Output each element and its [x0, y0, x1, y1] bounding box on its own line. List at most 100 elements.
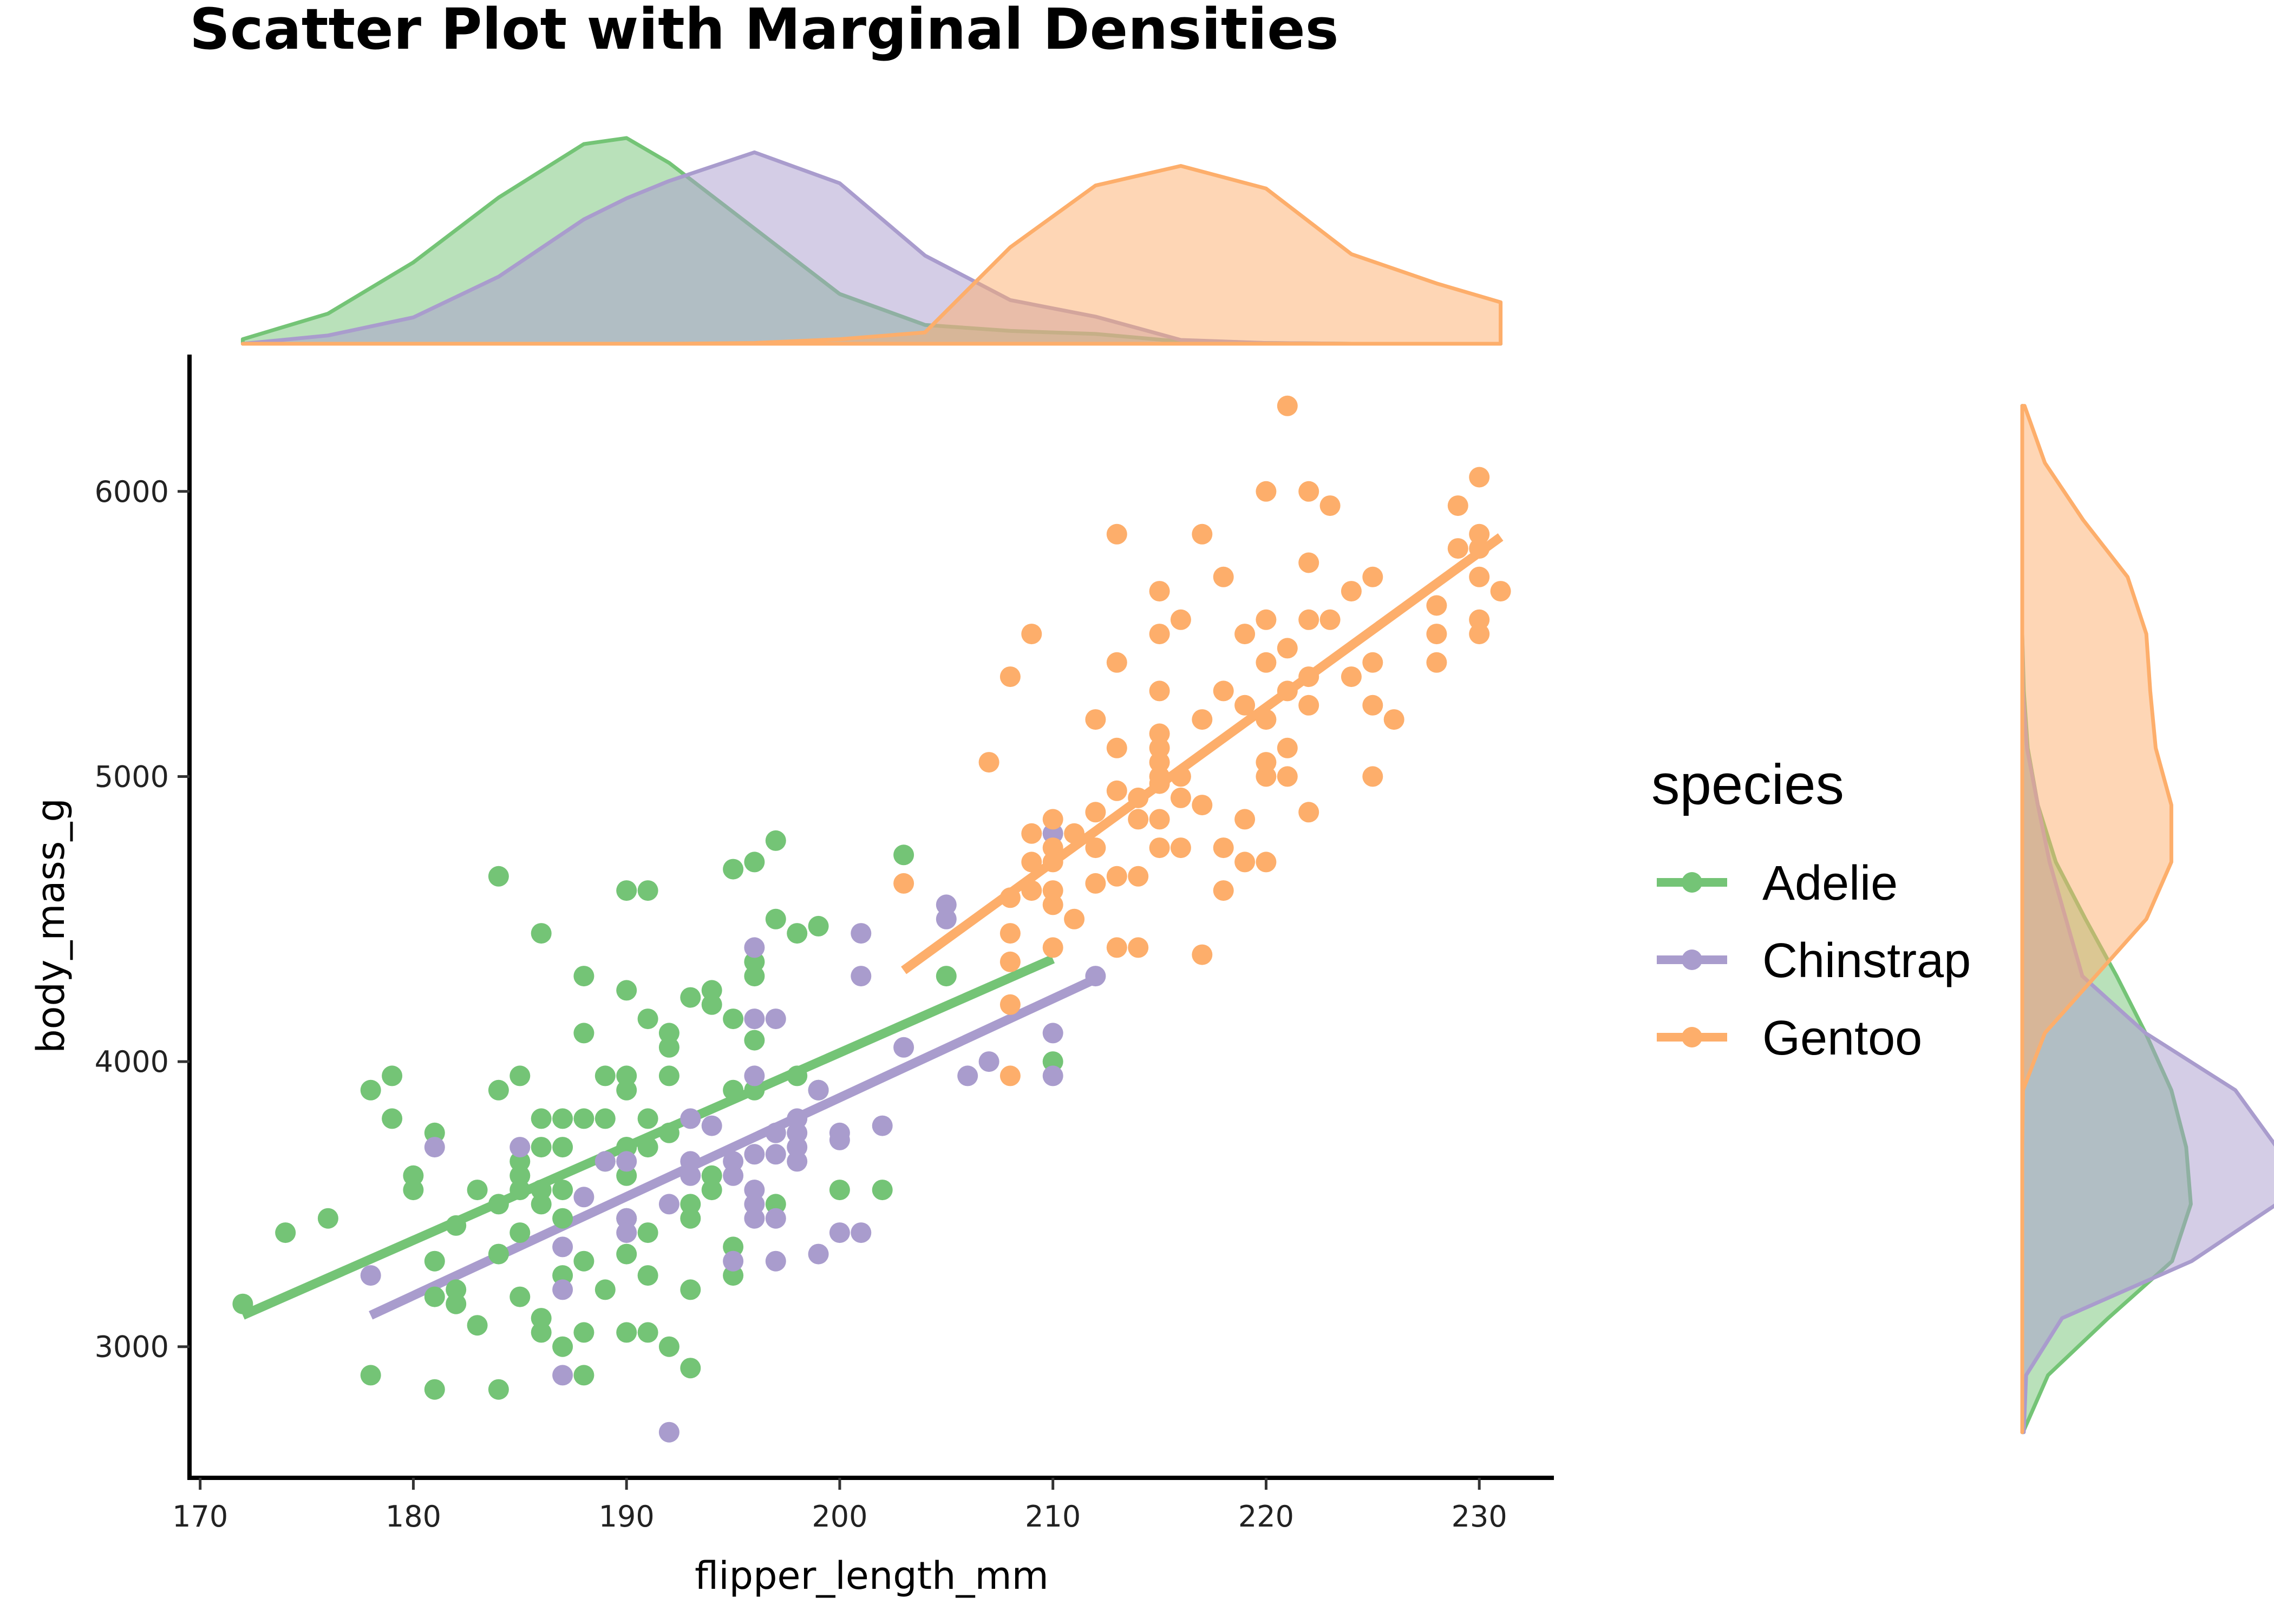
point-gentoo	[1277, 680, 1298, 702]
point-adelie	[616, 1165, 637, 1186]
point-adelie	[573, 1365, 594, 1386]
point-gentoo	[1149, 737, 1170, 758]
point-adelie	[531, 1308, 552, 1329]
point-adelie	[232, 1293, 253, 1314]
point-gentoo	[1298, 609, 1319, 630]
point-adelie	[509, 1286, 531, 1307]
point-adelie	[744, 951, 765, 972]
x-axis-ticks: 170 180 190 200 210 220 230	[172, 1478, 1507, 1534]
point-gentoo	[1149, 680, 1170, 702]
point-adelie	[637, 1222, 658, 1243]
right-marginal-density	[2020, 404, 2274, 1435]
point-adelie	[531, 1108, 552, 1129]
legend-label-gentoo: Gentoo	[1762, 1011, 1922, 1065]
point-chinstrap	[808, 1079, 829, 1101]
x-tick-label: 230	[1452, 1499, 1507, 1534]
point-chinstrap	[787, 1137, 808, 1158]
chart-title: Scatter Plot with Marginal Densities	[190, 0, 1339, 62]
point-chinstrap	[851, 1222, 872, 1243]
point-adelie	[658, 1065, 679, 1086]
y-tick-label: 3000	[95, 1330, 169, 1364]
point-chinstrap	[829, 1129, 850, 1150]
point-chinstrap	[936, 894, 957, 915]
point-adelie	[765, 908, 786, 929]
point-adelie	[616, 980, 637, 1001]
y-axis-ticks: 3000 4000 5000 6000	[95, 475, 190, 1364]
point-adelie	[723, 1079, 744, 1101]
point-chinstrap	[765, 1009, 786, 1030]
point-gentoo	[1021, 624, 1042, 645]
point-chinstrap	[509, 1137, 531, 1158]
point-adelie	[637, 1009, 658, 1030]
point-adelie	[893, 844, 914, 866]
point-chinstrap	[765, 1208, 786, 1229]
x-tick-label: 220	[1238, 1499, 1294, 1534]
point-adelie	[552, 1265, 573, 1286]
point-adelie	[531, 1322, 552, 1343]
point-chinstrap	[723, 1151, 744, 1172]
point-gentoo	[1170, 766, 1191, 787]
point-gentoo	[1469, 467, 1490, 488]
point-adelie	[573, 966, 594, 987]
point-adelie	[467, 1180, 488, 1201]
point-chinstrap	[744, 1009, 765, 1030]
point-gentoo	[1149, 624, 1170, 645]
point-chinstrap	[765, 1250, 786, 1272]
point-chinstrap	[851, 966, 872, 987]
point-gentoo	[999, 1065, 1021, 1086]
point-gentoo	[1021, 852, 1042, 873]
point-chinstrap	[424, 1137, 445, 1158]
point-gentoo	[1298, 552, 1319, 573]
point-gentoo	[1256, 609, 1277, 630]
point-adelie	[680, 1279, 701, 1300]
point-chinstrap	[701, 1115, 722, 1136]
x-tick-label: 200	[812, 1499, 867, 1534]
point-adelie	[573, 1023, 594, 1044]
point-chinstrap	[552, 1365, 573, 1386]
point-gentoo	[1234, 809, 1256, 830]
point-gentoo	[1213, 680, 1234, 702]
point-gentoo	[1149, 809, 1170, 830]
point-adelie	[531, 1194, 552, 1215]
point-adelie	[403, 1165, 424, 1186]
point-gentoo	[1277, 766, 1298, 787]
point-gentoo	[1277, 395, 1298, 416]
point-chinstrap	[573, 1187, 594, 1208]
point-gentoo	[1256, 752, 1277, 773]
point-chinstrap	[808, 1243, 829, 1265]
point-gentoo	[1341, 581, 1362, 602]
point-adelie	[616, 1243, 637, 1265]
point-adelie	[658, 1336, 679, 1357]
point-adelie	[658, 1037, 679, 1058]
x-tick-label: 190	[599, 1499, 655, 1534]
point-gentoo	[1298, 666, 1319, 687]
point-gentoo	[1149, 766, 1170, 787]
legend-key-point	[1682, 949, 1702, 970]
point-adelie	[488, 1194, 509, 1215]
point-adelie	[616, 1079, 637, 1101]
point-chinstrap	[765, 1144, 786, 1165]
x-tick-label: 170	[172, 1499, 228, 1534]
point-gentoo	[1234, 624, 1256, 645]
point-gentoo	[1256, 766, 1277, 787]
x-tick-label: 180	[385, 1499, 441, 1534]
point-chinstrap	[829, 1222, 850, 1243]
point-chinstrap	[851, 923, 872, 944]
point-chinstrap	[978, 1051, 999, 1072]
point-adelie	[723, 1265, 744, 1286]
point-gentoo	[1064, 823, 1085, 844]
point-adelie	[424, 1286, 445, 1307]
point-gentoo	[1213, 880, 1234, 901]
point-gentoo	[999, 887, 1021, 908]
point-adelie	[531, 1180, 552, 1201]
point-adelie	[658, 1122, 679, 1143]
point-adelie	[680, 987, 701, 1008]
point-adelie	[403, 1180, 424, 1201]
point-gentoo	[1234, 695, 1256, 716]
point-gentoo	[1149, 581, 1170, 602]
point-adelie	[573, 1250, 594, 1272]
point-adelie	[680, 1358, 701, 1379]
point-adelie	[723, 859, 744, 880]
point-gentoo	[1170, 609, 1191, 630]
